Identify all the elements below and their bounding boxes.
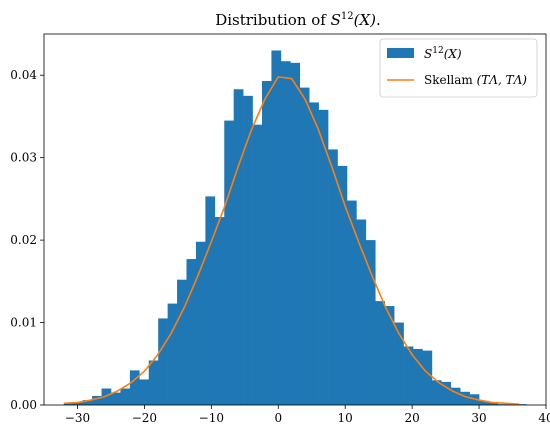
histogram-bar — [431, 380, 442, 405]
legend-histogram-var: S — [424, 47, 432, 61]
legend-histogram-label: S12(X) — [424, 46, 462, 61]
histogram-bar — [205, 196, 216, 405]
histogram-bar — [328, 149, 338, 405]
histogram-bar — [309, 102, 319, 405]
histogram-bar — [422, 350, 433, 405]
histogram-bar — [73, 402, 83, 405]
histogram-bar — [92, 395, 102, 405]
histogram-bar — [384, 306, 395, 405]
legend-histogram-sup: 12 — [432, 46, 443, 56]
plot-frame — [43, 33, 547, 406]
x-tick-label: −20 — [132, 411, 157, 425]
y-tick-label: 0.03 — [10, 151, 37, 165]
chart-title-sup: 12 — [341, 11, 354, 22]
y-tick-label: 0.01 — [10, 316, 37, 330]
histogram-bar — [252, 124, 263, 405]
histogram-bar — [158, 318, 168, 405]
histogram-bar — [129, 370, 140, 405]
chart-title-prefix: Distribution of — [215, 11, 330, 29]
histogram-bar — [214, 217, 225, 405]
x-tick-label: 0 — [274, 411, 282, 425]
histogram-bar — [224, 120, 234, 406]
chart-title: Distribution of S12(X). — [215, 11, 381, 29]
skellam-line-layer — [64, 76, 520, 405]
histogram-bar — [139, 379, 150, 405]
histogram-bar — [507, 404, 518, 405]
x-tick-label: 20 — [404, 411, 419, 425]
histogram-bar — [356, 219, 367, 405]
y-axis: 0.00 0.01 0.02 0.03 0.04 — [10, 68, 44, 412]
histogram-bar — [365, 240, 376, 405]
chart-title-var: S — [331, 11, 341, 29]
histogram-bar — [460, 391, 470, 405]
histogram-bar — [403, 346, 414, 405]
x-tick-label: 30 — [471, 411, 486, 425]
histogram-bar — [375, 301, 385, 405]
legend-histogram-arg: (X) — [444, 47, 462, 61]
histogram-bar — [195, 241, 206, 405]
y-tick-label: 0.04 — [10, 68, 37, 82]
histogram-bar — [120, 388, 131, 405]
histogram-bar — [111, 392, 121, 405]
histogram-bar — [337, 165, 348, 405]
histogram-bar — [262, 80, 272, 405]
histogram-bar — [243, 95, 253, 405]
chart-title-arg: (X) — [354, 11, 377, 29]
legend-line-label: Skellam (TΛ, TΛ) — [424, 73, 527, 87]
histogram-bar — [186, 259, 197, 405]
histogram-bar — [177, 279, 187, 405]
histogram-bar — [101, 388, 112, 405]
histogram-bar — [233, 89, 244, 405]
histogram-bar — [290, 62, 301, 405]
x-tick-label: −30 — [65, 411, 90, 425]
legend-frame — [379, 38, 538, 98]
histogram-bar — [346, 200, 357, 405]
legend-line-math: (TΛ, TΛ) — [477, 73, 528, 87]
histogram-bar — [280, 61, 291, 405]
legend-line-text: Skellam — [424, 73, 477, 87]
histogram-bar — [497, 404, 508, 405]
y-tick-label: 0.00 — [10, 398, 37, 412]
legend: S12(X) Skellam (TΛ, TΛ) — [379, 38, 538, 98]
histogram-bar — [148, 360, 159, 405]
histogram-bar — [299, 87, 310, 405]
histogram-bar — [413, 348, 423, 405]
histogram-bar — [271, 50, 282, 405]
y-tick-label: 0.02 — [10, 233, 37, 247]
histogram-bar — [488, 402, 499, 405]
histogram-bars — [63, 50, 527, 406]
x-axis: −30 −20 −10 0 10 20 30 40 — [65, 405, 550, 425]
chart-title-suffix: . — [376, 11, 381, 29]
x-tick-label: −10 — [199, 411, 224, 425]
histogram-bar — [167, 303, 178, 405]
histogram-bar — [318, 109, 329, 406]
legend-histogram-swatch — [387, 48, 414, 58]
x-tick-label: 10 — [338, 411, 353, 425]
x-tick-label: 40 — [538, 411, 550, 425]
histogram-bar — [479, 400, 489, 405]
histogram-bar — [394, 322, 404, 405]
histogram-bar — [516, 404, 527, 405]
histogram-bar — [82, 400, 93, 405]
skellam-line — [64, 76, 520, 405]
histogram-bar — [450, 387, 461, 405]
histogram-bar — [441, 381, 452, 405]
